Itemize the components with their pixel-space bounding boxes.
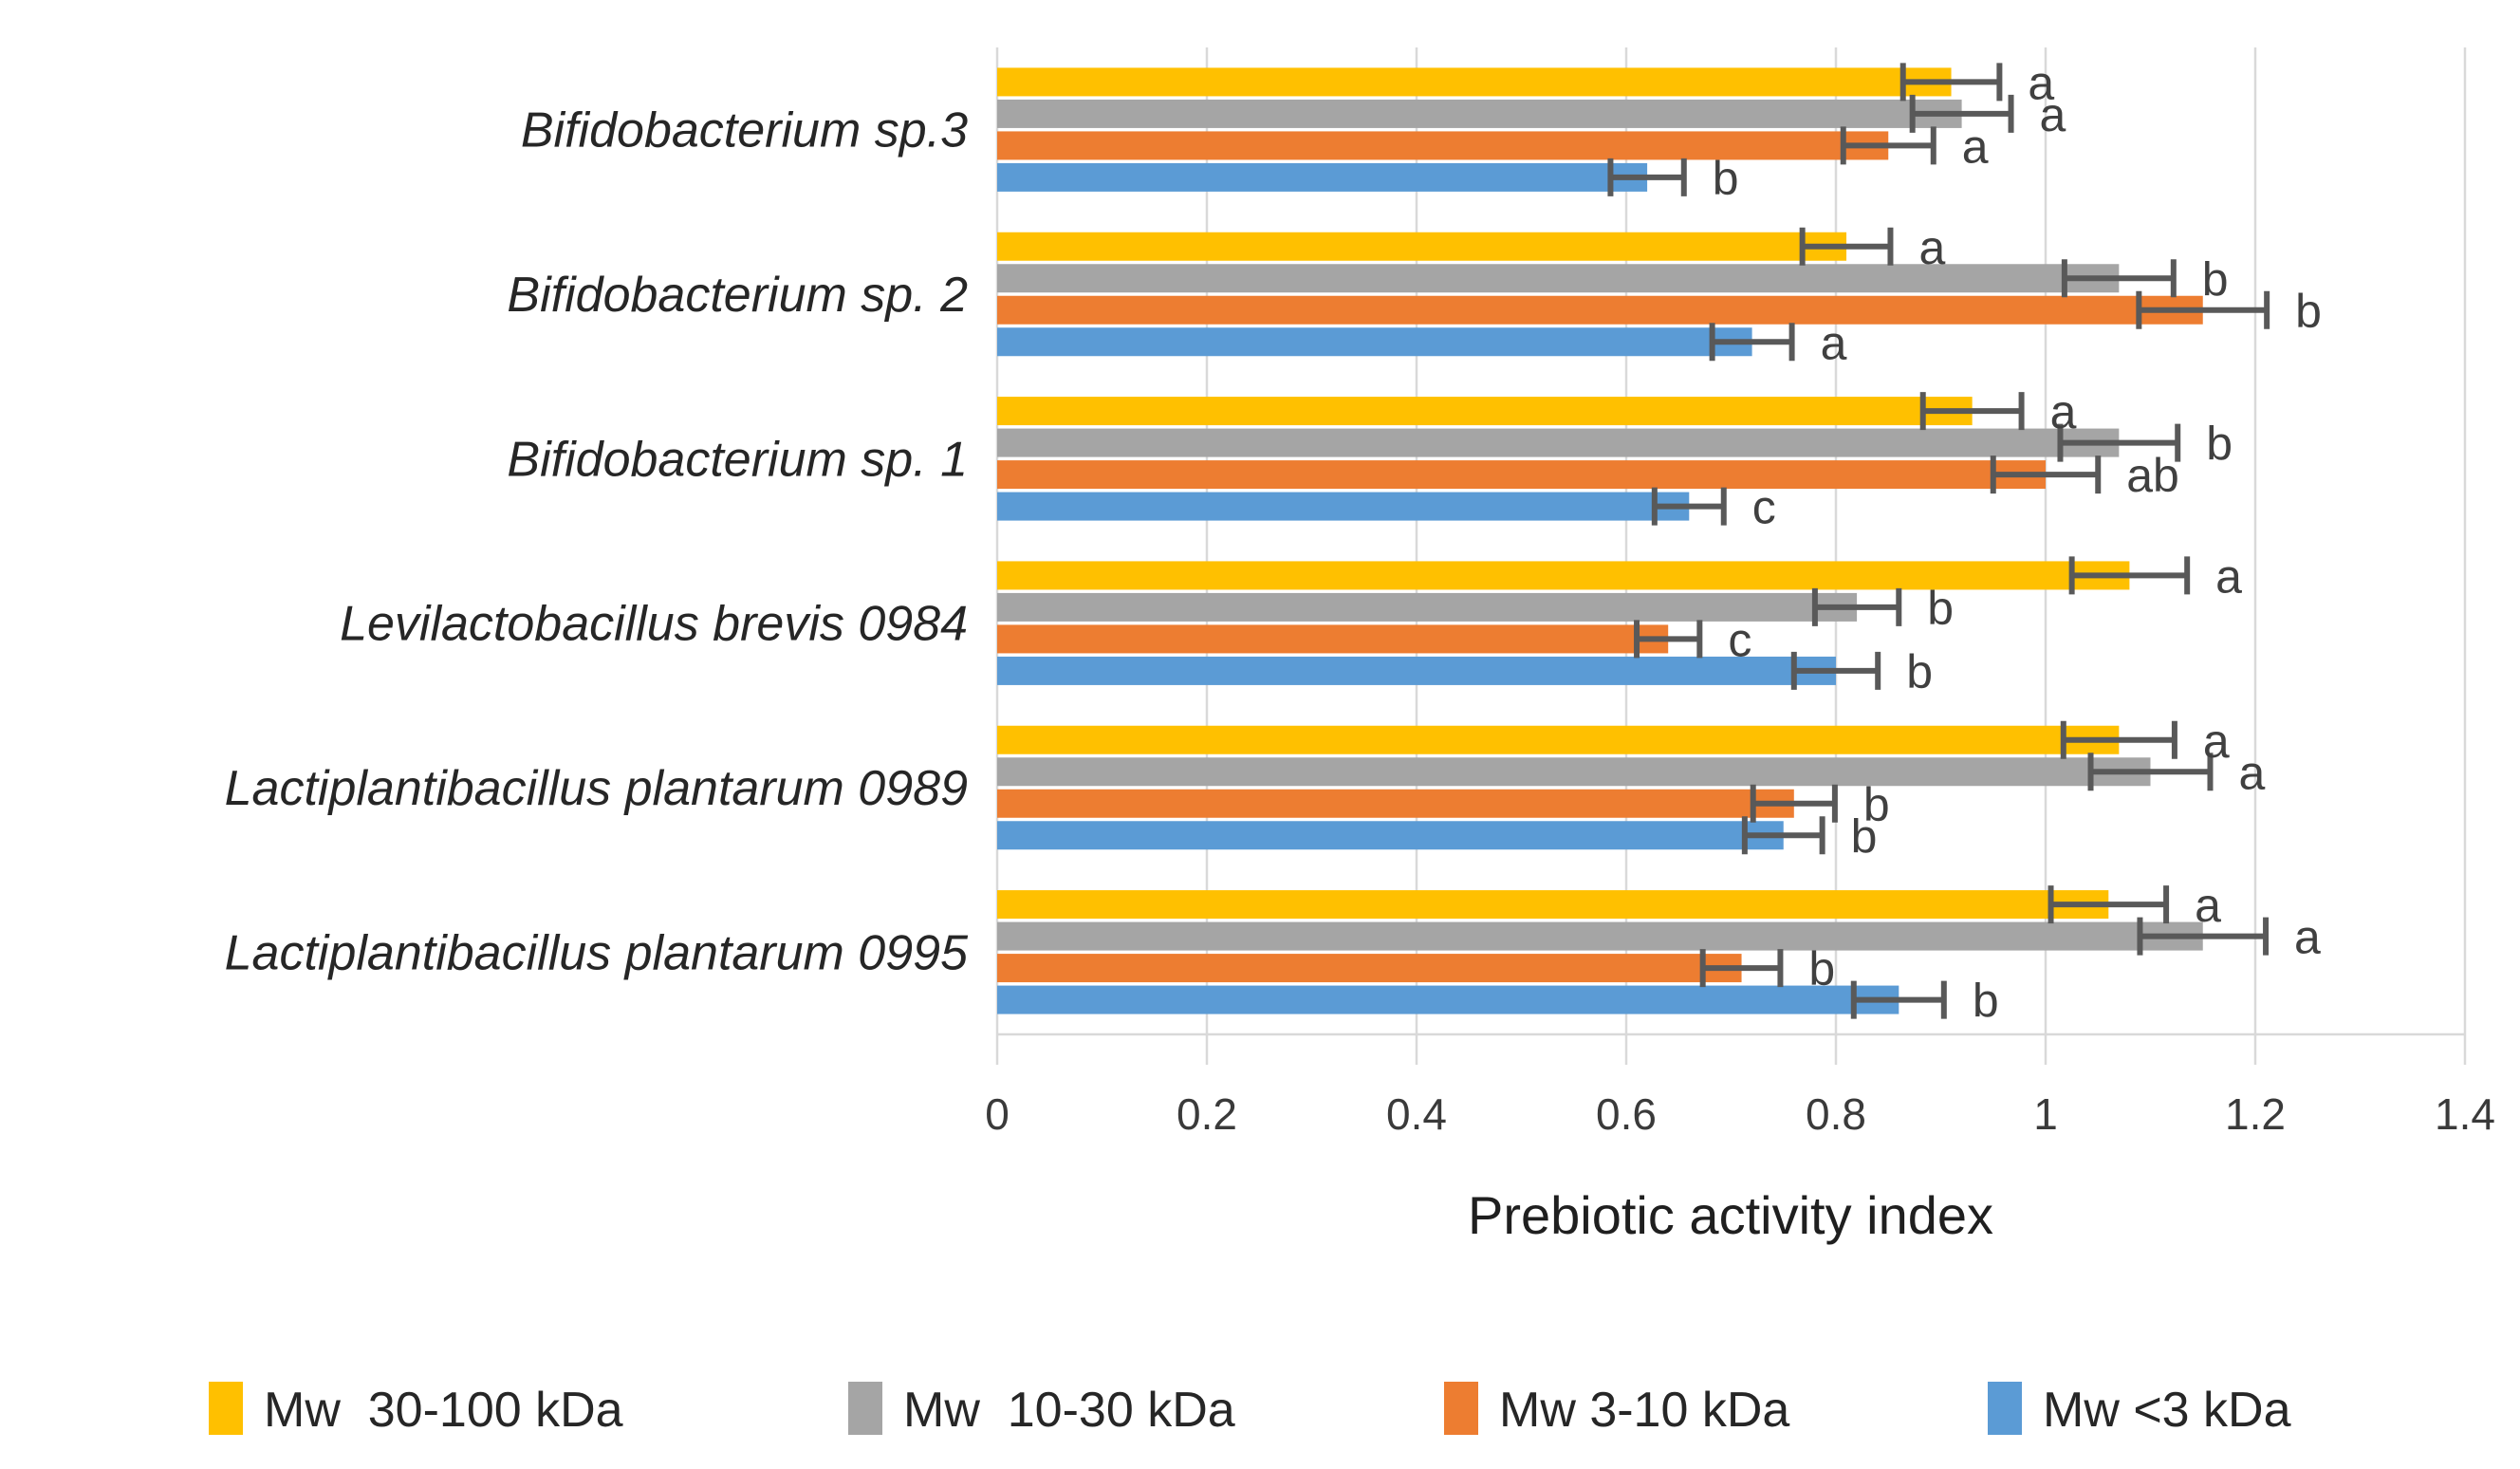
error-bar-layer xyxy=(1607,63,2270,1019)
bar xyxy=(997,725,2120,754)
category-label-layer: Bifidobacterium sp.3 Bifidobacterium sp. … xyxy=(225,103,969,981)
x-tick-label: 0.2 xyxy=(1177,1089,1237,1139)
bar xyxy=(997,890,2109,920)
sig-letter: c xyxy=(1752,481,1776,534)
category-label: Bifidobacterium sp. 2 xyxy=(507,268,968,323)
category-label: Lactiplantibacillus plantarum 0989 xyxy=(225,761,968,816)
sig-letter: a xyxy=(2238,746,2265,799)
x-tick-label-layer: 0 0.2 0.4 0.6 0.8 1 1.2 1.4 xyxy=(985,1089,2495,1139)
bar xyxy=(997,264,2120,293)
legend-label: Mw 3-10 kDa xyxy=(1499,1383,1789,1438)
grid-layer xyxy=(995,47,2467,1065)
bar xyxy=(997,954,1742,983)
x-tick-label: 1.2 xyxy=(2225,1089,2286,1139)
category-label: Lactiplantibacillus plantarum 0995 xyxy=(225,925,969,980)
sig-letter: b xyxy=(1863,778,1890,831)
sig-letter: a xyxy=(2050,385,2077,438)
sig-letter: a xyxy=(2195,879,2221,932)
legend-swatch xyxy=(1988,1382,2022,1435)
legend-item: Mw 3-10 kDa xyxy=(1444,1382,1789,1438)
sig-letter: a xyxy=(1962,120,1989,173)
bar xyxy=(997,985,1899,1014)
bar xyxy=(997,656,1836,685)
sig-letter: c xyxy=(1728,613,1751,666)
sig-letter: a xyxy=(1821,316,1847,369)
x-axis-title: Prebiotic activity index xyxy=(1468,1185,1993,1245)
x-tick-label: 0.8 xyxy=(1806,1089,1866,1139)
bar xyxy=(997,592,1858,622)
sig-letter: b xyxy=(1713,152,1739,205)
legend: Mw 30-100 kDa Mw 10-30 kDa Mw 3-10 kDa Mw <… xyxy=(209,1382,2291,1438)
bar xyxy=(997,327,1752,357)
bar xyxy=(997,460,2046,490)
legend-label: Mw 10-30 kDa xyxy=(903,1383,1235,1438)
bar-layer xyxy=(997,67,2203,1014)
sig-letter: b xyxy=(1906,645,1933,698)
bar xyxy=(997,561,2130,590)
sig-letter: a xyxy=(2028,56,2054,109)
bar xyxy=(997,397,1973,426)
sig-letter: b xyxy=(2295,285,2322,338)
bar xyxy=(997,789,1794,818)
x-tick-label: 0.6 xyxy=(1596,1089,1657,1139)
bar xyxy=(997,757,2151,787)
x-tick-label: 0.4 xyxy=(1386,1089,1447,1139)
bar xyxy=(997,232,1847,261)
bar xyxy=(997,295,2203,325)
legend-swatch xyxy=(1444,1382,1478,1435)
bar xyxy=(997,162,1648,192)
bar xyxy=(997,99,1962,128)
legend-label: Mw <3 kDa xyxy=(2043,1383,2291,1438)
legend-swatch xyxy=(209,1382,243,1435)
sig-letter: b xyxy=(2202,252,2229,306)
category-label: Bifidobacterium sp.3 xyxy=(521,103,968,158)
bar xyxy=(997,428,2120,457)
bar xyxy=(997,67,1952,97)
sig-letter: a xyxy=(2294,911,2321,964)
bar xyxy=(997,131,1889,160)
x-tick-label: 1 xyxy=(2033,1089,2058,1139)
legend-item: Mw <3 kDa xyxy=(1988,1382,2291,1438)
sig-letter: b xyxy=(2206,418,2233,471)
legend-item: Mw 10-30 kDa xyxy=(848,1382,1235,1438)
sig-letter: b xyxy=(1973,975,1999,1028)
category-label: Levilactobacillus brevis 0984 xyxy=(340,597,968,652)
legend-label: Mw 30-100 kDa xyxy=(264,1383,623,1438)
x-tick-label: 1.4 xyxy=(2435,1089,2495,1139)
sig-letter: a xyxy=(2203,715,2230,768)
sig-letter: a xyxy=(1918,221,1945,274)
sig-letter: a xyxy=(2215,549,2242,603)
sig-letter: b xyxy=(1808,942,1835,995)
sig-letter: b xyxy=(1927,582,1954,635)
bar xyxy=(997,921,2203,951)
category-label: Bifidobacterium sp. 1 xyxy=(507,432,968,487)
sig-letter: ab xyxy=(2126,449,2179,502)
legend-swatch xyxy=(848,1382,882,1435)
bar xyxy=(997,821,1784,850)
sig-letter: a xyxy=(2040,88,2066,141)
bar xyxy=(997,492,1690,521)
sig-letter: b xyxy=(1851,809,1878,863)
legend-item: Mw 30-100 kDa xyxy=(209,1382,623,1438)
x-tick-label: 0 xyxy=(985,1089,1010,1139)
bar xyxy=(997,624,1669,654)
